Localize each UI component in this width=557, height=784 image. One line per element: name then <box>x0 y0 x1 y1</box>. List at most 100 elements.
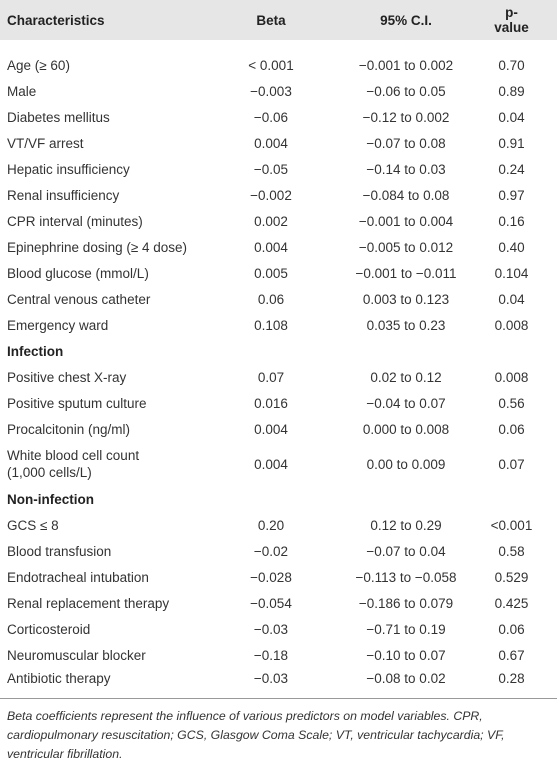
row-label: VT/VF arrest <box>7 135 84 151</box>
cell: 0.002 <box>254 213 288 229</box>
cell: 0.70 <box>498 57 525 73</box>
cell: −0.06 <box>253 109 289 125</box>
row-label: Neuromuscular blocker <box>7 647 146 663</box>
cell: 0.20 <box>257 517 285 533</box>
row-label: Procalcitonin (ng/ml) <box>7 421 131 437</box>
table-row: Corticosteroid −0.03 −0.71 to 0.19 0.06 <box>0 616 557 642</box>
footnote: Beta coefficients represent the influenc… <box>7 709 505 761</box>
cell: 0.529 <box>494 569 529 585</box>
cell: 0.06 <box>257 291 285 307</box>
table-row: Central venous catheter 0.06 0.003 to 0.12… <box>0 286 557 312</box>
cell: 0.035 to 0.23 <box>366 317 446 333</box>
table-row: Non-infection <box>0 486 557 512</box>
row-label: GCS ≤ 8 <box>7 517 59 533</box>
cell: 0.004 <box>254 421 288 437</box>
column-header: 95% C.I. <box>380 12 432 28</box>
cell: −0.001 to 0.004 <box>358 213 454 229</box>
cell: −0.186 to 0.079 <box>358 595 454 611</box>
cell: White blood cell count (1,000 cells/L) <box>0 442 218 486</box>
cell: 0.004 <box>254 135 288 151</box>
cell: −0.002 <box>250 187 292 203</box>
cell: 0.06 <box>498 621 525 637</box>
cell: −0.05 <box>253 161 289 177</box>
table-row: Male −0.003 −0.06 to 0.05 0.89 <box>0 78 557 104</box>
cell: 0.04 <box>498 291 525 307</box>
cell: 0.40 <box>498 239 525 255</box>
cell: 0.89 <box>498 83 525 99</box>
cell: 0.008 <box>494 369 529 385</box>
cell: 0.016 <box>254 395 288 411</box>
column-header: p-value <box>494 5 529 35</box>
table-row: Blood glucose (mmol/L) 0.005 −0.001 to −0.… <box>0 260 557 286</box>
table-row: Renal replacement therapy −0.054 −0.186 to… <box>0 590 557 616</box>
cell: < 0.001 <box>248 57 294 73</box>
cell: −0.054 <box>250 595 292 611</box>
row-label: CPR interval (minutes) <box>7 213 143 229</box>
table-row: Antibiotic therapy −0.03 −0.08 to 0.02 0.28 <box>0 668 557 694</box>
row-label: Male <box>7 83 37 99</box>
table-row: Procalcitonin (ng/ml) 0.004 0.000 to 0.008… <box>0 416 557 442</box>
cell: −0.07 to 0.08 <box>366 135 446 151</box>
cell: 0.58 <box>498 543 525 559</box>
cell: −0.18 <box>253 647 289 663</box>
table-row: GCS ≤ 8 0.20 0.12 to 0.29 <0.001 <box>0 512 557 538</box>
row-label: Endotracheal intubation <box>7 569 149 585</box>
table-header: Characteristics Beta 95% C.I. p-value <box>0 0 557 40</box>
cell: 0.000 to 0.008 <box>362 421 450 437</box>
cell: −0.14 to 0.03 <box>366 161 446 177</box>
header-row: Characteristics Beta 95% C.I. p-value <box>0 0 557 40</box>
table-row: Renal insufficiency −0.002 −0.084 to 0.08 0… <box>0 182 557 208</box>
cell-line: White blood cell count <box>7 448 140 463</box>
cell: −0.028 <box>250 569 292 585</box>
table-row: Epinephrine dosing (≥ 4 dose) 0.004 −0.005… <box>0 234 557 260</box>
row-label: Renal replacement therapy <box>7 595 170 611</box>
section-header: Non-infection <box>7 491 94 507</box>
cell: 0.425 <box>494 595 529 611</box>
row-label: Renal insufficiency <box>7 187 120 203</box>
cell: −0.07 to 0.04 <box>366 543 446 559</box>
cell: 0.04 <box>498 109 525 125</box>
cell: 0.108 <box>254 317 288 333</box>
row-label: Blood glucose (mmol/L) <box>7 265 149 281</box>
cell: −0.04 to 0.07 <box>366 395 446 411</box>
cell: 0.16 <box>498 213 525 229</box>
cell: 0.003 to 0.123 <box>362 291 450 307</box>
cell: 0.008 <box>494 317 529 333</box>
column-header: Beta <box>256 12 286 28</box>
column-header: Characteristics <box>7 12 105 28</box>
cell: 0.005 <box>254 265 288 281</box>
table-row: Neuromuscular blocker −0.18 −0.10 to 0.07 0… <box>0 642 557 668</box>
cell: 0.97 <box>498 187 525 203</box>
cell-line: (1,000 cells/L) <box>7 465 92 480</box>
cell: −0.08 to 0.02 <box>366 670 446 686</box>
results-table: Characteristics Beta 95% C.I. p-value Age (… <box>0 0 557 694</box>
cell: 0.02 to 0.12 <box>370 369 442 385</box>
cell: 0.004 <box>254 239 288 255</box>
cell: 0.004 <box>254 456 288 472</box>
cell: −0.10 to 0.07 <box>366 647 446 663</box>
cell: −0.02 <box>253 543 289 559</box>
section-header: Infection <box>7 343 64 359</box>
cell: 0.24 <box>498 161 525 177</box>
table-row: Blood transfusion −0.02 −0.07 to 0.04 0.58 <box>0 538 557 564</box>
table-row: White blood cell count (1,000 cells/L) 0.0… <box>0 442 557 486</box>
row-label: Central venous catheter <box>7 291 151 307</box>
cell: −0.03 <box>253 621 289 637</box>
cell: −0.12 to 0.002 <box>362 109 450 125</box>
table-row: VT/VF arrest 0.004 −0.07 to 0.08 0.91 <box>0 130 557 156</box>
row-label: Age (≥ 60) <box>7 57 70 73</box>
table-row: Age (≥ 60) < 0.001 −0.001 to 0.002 0.70 <box>0 40 557 78</box>
row-label: Blood transfusion <box>7 543 112 559</box>
table-row: Hepatic insufficiency −0.05 −0.14 to 0.03 0… <box>0 156 557 182</box>
cell: −0.06 to 0.05 <box>366 83 446 99</box>
row-label: Epinephrine dosing (≥ 4 dose) <box>7 239 188 255</box>
table-row: Positive chest X-ray 0.07 0.02 to 0.12 0.00… <box>0 364 557 390</box>
row-label: Antibiotic therapy <box>7 670 111 686</box>
cell: 0.91 <box>498 135 525 151</box>
cell: −0.084 to 0.08 <box>362 187 450 203</box>
cell: 0.12 to 0.29 <box>370 517 442 533</box>
table-row: CPR interval (minutes) 0.002 −0.001 to 0.0… <box>0 208 557 234</box>
cell: −0.03 <box>253 670 289 686</box>
table-row: Diabetes mellitus −0.06 −0.12 to 0.002 0.04 <box>0 104 557 130</box>
cell: 0.28 <box>498 670 525 686</box>
